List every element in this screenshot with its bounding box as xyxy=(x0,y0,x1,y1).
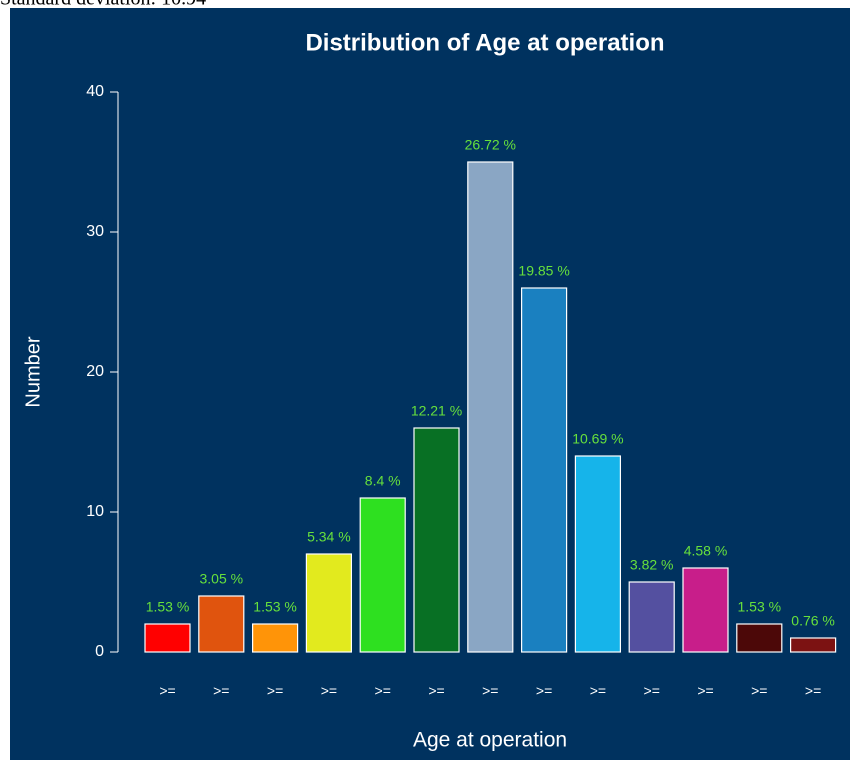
y-tick-label: 20 xyxy=(86,363,104,380)
value-label: 5.34 % xyxy=(307,529,351,545)
x-tick-label: >= xyxy=(697,683,713,699)
bar xyxy=(736,623,783,653)
x-tick-label: >= xyxy=(644,683,660,699)
x-tick-label: >= xyxy=(267,683,283,699)
bar xyxy=(144,623,191,653)
bar xyxy=(574,455,622,653)
y-axis-label: Number xyxy=(22,336,44,407)
x-tick-label: >= xyxy=(213,683,229,699)
bar xyxy=(413,427,460,653)
value-label: 1.53 % xyxy=(146,599,190,615)
bar xyxy=(467,161,514,653)
value-label: 3.82 % xyxy=(630,557,674,573)
x-tick-label: >= xyxy=(805,683,821,699)
x-tick-label: >= xyxy=(536,683,552,699)
value-label: 26.72 % xyxy=(465,137,516,153)
x-axis-label: Age at operation xyxy=(413,729,567,752)
value-label: 10.69 % xyxy=(572,431,623,447)
bar xyxy=(198,595,245,653)
header-text: Standard deviation: 10.94 xyxy=(0,0,206,10)
x-tick-label: >= xyxy=(482,683,498,699)
bar xyxy=(520,287,568,653)
y-tick-label: 40 xyxy=(86,83,104,100)
bar xyxy=(628,581,675,653)
value-label: 12.21 % xyxy=(411,403,462,419)
x-tick-label: >= xyxy=(159,683,175,699)
x-tick-label: >= xyxy=(590,683,606,699)
y-tick-label: 30 xyxy=(86,223,104,240)
value-label: 19.85 % xyxy=(518,263,569,279)
chart-title: Distribution of Age at operation xyxy=(305,29,664,56)
bar xyxy=(359,497,406,653)
bar xyxy=(682,567,729,653)
bar xyxy=(305,553,352,653)
value-label: 1.53 % xyxy=(253,599,297,615)
value-label: 8.4 % xyxy=(365,473,401,489)
bar xyxy=(252,623,299,653)
value-label: 4.58 % xyxy=(684,543,728,559)
x-tick-label: >= xyxy=(428,683,444,699)
x-tick-label: >= xyxy=(375,683,391,699)
y-tick-label: 10 xyxy=(86,503,104,520)
x-tick-label: >= xyxy=(321,683,337,699)
value-label: 3.05 % xyxy=(200,571,244,587)
y-tick-label: 0 xyxy=(95,643,104,660)
bar xyxy=(789,637,837,653)
value-label: 0.76 % xyxy=(791,613,835,629)
value-label: 1.53 % xyxy=(738,599,782,615)
x-tick-label: >= xyxy=(751,683,767,699)
